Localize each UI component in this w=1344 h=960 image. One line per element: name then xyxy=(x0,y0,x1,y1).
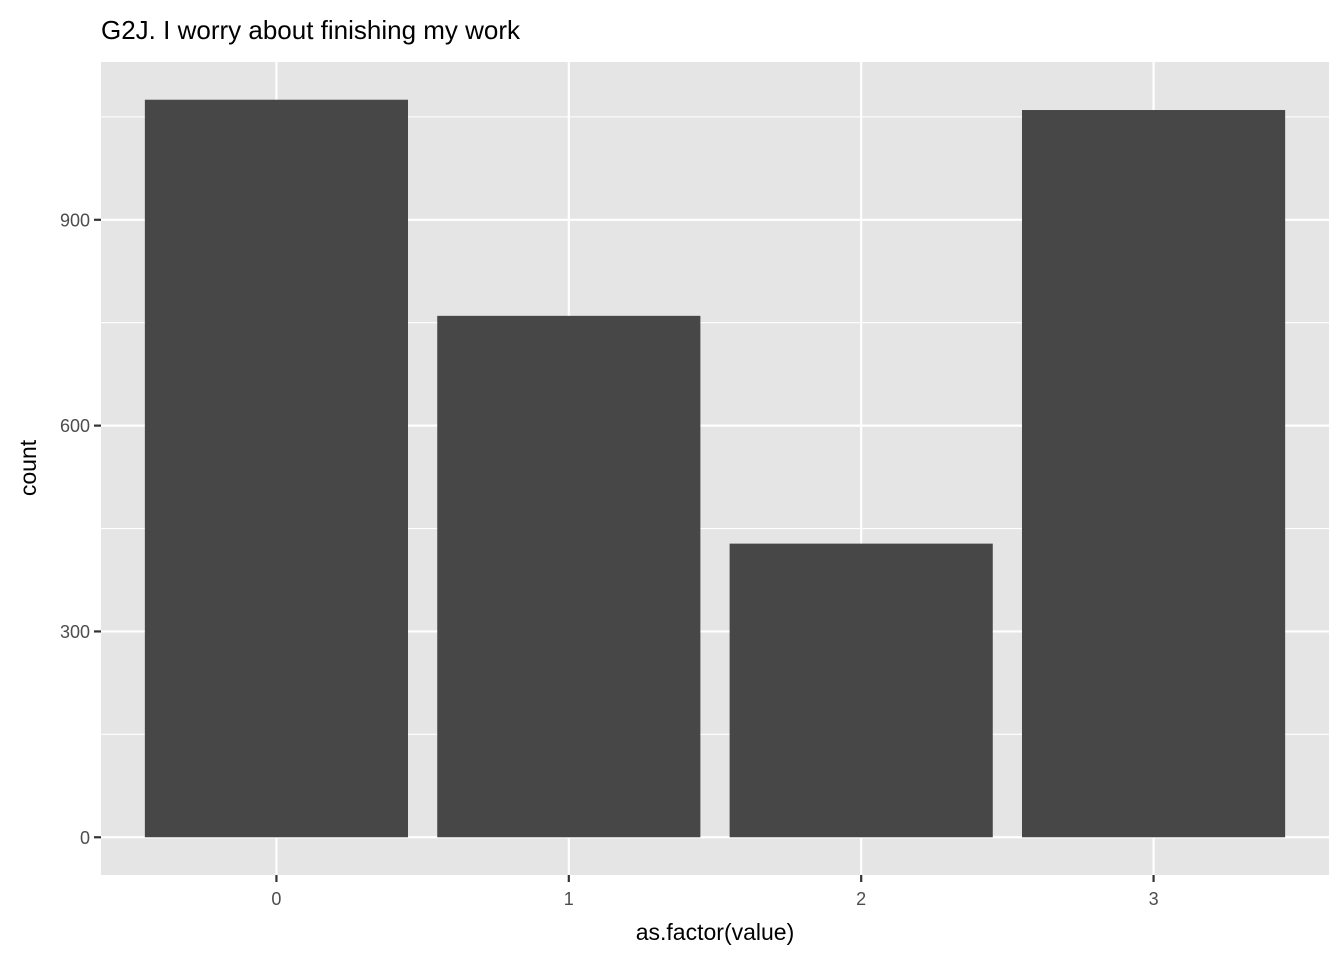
x-tick-label: 2 xyxy=(856,889,866,909)
y-tick-label: 300 xyxy=(60,622,90,642)
y-axis: 0 300 600 900 xyxy=(60,210,101,848)
x-tick-label: 1 xyxy=(564,889,574,909)
x-tick-label: 3 xyxy=(1149,889,1159,909)
bars xyxy=(144,99,1286,838)
y-tick-label: 900 xyxy=(60,210,90,230)
bar xyxy=(144,99,408,838)
x-tick-label: 0 xyxy=(271,889,281,909)
y-axis-title: count xyxy=(15,439,41,496)
y-tick-label: 0 xyxy=(80,828,90,848)
bar xyxy=(729,543,993,838)
x-axis: 0 1 2 3 xyxy=(271,875,1159,909)
bar xyxy=(437,315,701,838)
y-tick-label: 600 xyxy=(60,416,90,436)
bar xyxy=(1022,110,1286,838)
chart-title: G2J. I worry about finishing my work xyxy=(101,15,521,45)
x-axis-title: as.factor(value) xyxy=(636,919,795,945)
